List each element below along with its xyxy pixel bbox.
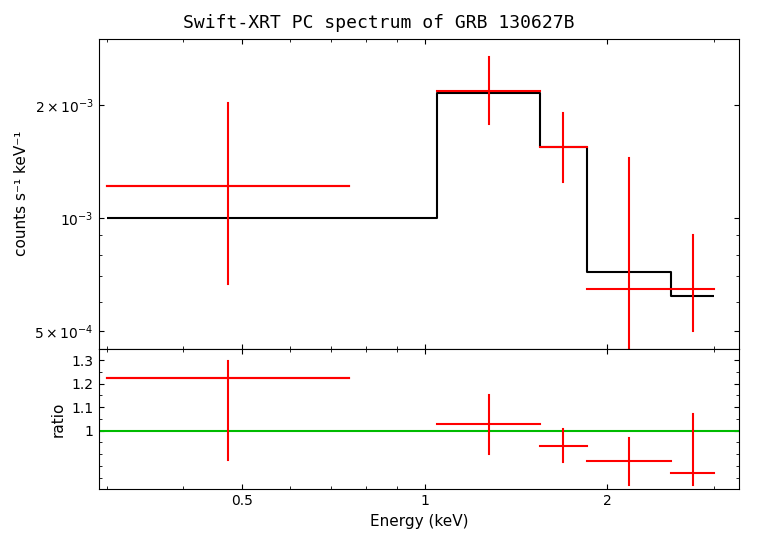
Text: Swift-XRT PC spectrum of GRB 130627B: Swift-XRT PC spectrum of GRB 130627B (183, 14, 575, 32)
Y-axis label: ratio: ratio (51, 401, 66, 436)
X-axis label: Energy (keV): Energy (keV) (370, 514, 468, 529)
Y-axis label: counts s⁻¹ keV⁻¹: counts s⁻¹ keV⁻¹ (14, 131, 29, 256)
